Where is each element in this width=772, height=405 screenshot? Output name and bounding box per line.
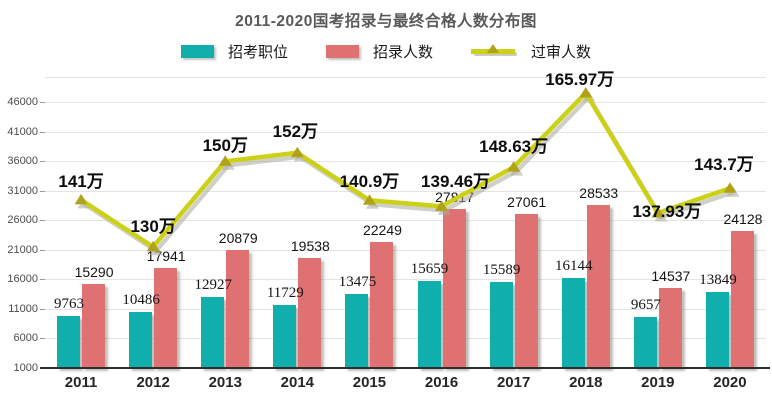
bar-label-positions: 12927 [194, 277, 233, 294]
legend-item-positions: 招考职位 [180, 41, 288, 62]
bar-positions-2013 [201, 297, 225, 368]
bar-positions-2016 [417, 281, 441, 368]
bar-recruits-2015 [370, 242, 394, 368]
bar-label-recruits: 27061 [507, 193, 547, 210]
bar-label-recruits: 20879 [218, 230, 258, 247]
bar-recruits-2017 [514, 213, 538, 368]
x-axis-baseline [40, 367, 770, 369]
bar-positions-2012 [129, 311, 153, 368]
y-tick-label: 36000 [7, 155, 38, 168]
y-axis-tick [40, 131, 45, 133]
chart-title: 2011-2020国考招录与最终合格人数分布图 [235, 13, 537, 30]
legend-swatch-icon [325, 44, 359, 58]
x-tick-label: 2015 [352, 374, 387, 391]
x-tick-label: 2011 [64, 374, 98, 391]
y-axis-tick [40, 190, 45, 192]
bar-label-positions: 16144 [555, 258, 593, 275]
bar-label-recruits: 14537 [651, 267, 691, 284]
bar-label-positions: 9763 [54, 296, 85, 313]
bar-label-positions: 13475 [338, 274, 377, 291]
bar-label-recruits: 28533 [579, 185, 619, 202]
bar-label-recruits: 17941 [146, 247, 186, 264]
plot-top-border [45, 77, 766, 78]
y-axis-tick [40, 220, 45, 222]
y-tick-label: 46000 [7, 96, 38, 108]
line-label-approved: 137.93万 [632, 201, 702, 221]
y-axis-tick [40, 249, 45, 251]
bar-label-positions: 10486 [122, 291, 160, 308]
x-tick-label: 2018 [569, 374, 603, 391]
bar-recruits-2013 [226, 250, 250, 368]
y-tick-label: 6000 [13, 332, 38, 345]
y-tick-label: 11000 [8, 302, 38, 315]
bar-label-positions: 15659 [410, 261, 449, 278]
bar-label-recruits: 19538 [290, 238, 330, 255]
line-label-approved: 143.7万 [694, 155, 754, 175]
bar-positions-2018 [561, 278, 585, 368]
x-tick-label: 2013 [208, 374, 242, 391]
gridline [45, 308, 766, 310]
legend-item-recruits: 招录人数 [325, 41, 433, 62]
line-label-approved: 140.9万 [339, 172, 400, 192]
line-label-approved: 139.46万 [421, 172, 491, 192]
legend-item-approved: 过审人数 [471, 41, 591, 62]
bar-label-positions: 9657 [630, 296, 661, 313]
y-axis-tick [40, 338, 45, 340]
legend-label: 招考职位 [227, 43, 288, 61]
legend-label: 招录人数 [372, 43, 433, 61]
x-tick-label: 2012 [136, 374, 170, 391]
bar-label-positions: 13849 [699, 272, 737, 289]
bar-recruits-2020 [730, 231, 754, 368]
y-tick-label: 41000 [7, 125, 38, 138]
gridline [45, 279, 766, 281]
bar-positions-2011 [57, 316, 81, 368]
bar-positions-2019 [633, 316, 657, 368]
line-label-approved: 165.97万 [545, 69, 615, 89]
y-axis-tick [40, 279, 45, 281]
bar-label-recruits: 15290 [74, 263, 114, 280]
x-tick-label: 2016 [424, 374, 459, 391]
bar-recruits-2018 [586, 205, 610, 368]
gridline [45, 131, 766, 133]
bar-recruits-2011 [82, 283, 106, 368]
bar-recruits-2016 [442, 209, 466, 368]
bar-positions-2014 [273, 304, 297, 368]
y-tick-label: 21000 [7, 243, 38, 256]
y-tick-label: 16000 [7, 273, 38, 286]
bar-positions-2015 [345, 294, 369, 368]
line-label-approved: 130万 [130, 216, 176, 236]
y-axis-tick [40, 308, 45, 310]
gridline [45, 190, 766, 192]
x-tick-label: 2019 [641, 374, 675, 391]
bar-label-recruits: 22249 [362, 222, 402, 239]
line-label-approved: 148.63万 [479, 137, 549, 157]
bar-recruits-2019 [658, 287, 682, 368]
x-tick-label: 2020 [713, 374, 747, 391]
line-label-approved: 150万 [202, 136, 248, 156]
line-label-approved: 141万 [58, 171, 104, 191]
y-axis-tick [40, 102, 45, 103]
bar-label-positions: 15589 [482, 261, 521, 278]
bar-recruits-2014 [298, 258, 322, 368]
x-tick-label: 2014 [280, 374, 315, 391]
legend-line-marker-icon [471, 44, 517, 58]
y-tick-label: 26000 [7, 214, 38, 227]
gridline [45, 102, 766, 103]
line-label-approved: 152万 [272, 121, 319, 141]
gridline [45, 338, 766, 340]
bar-label-recruits: 24128 [723, 211, 763, 228]
legend-label: 过审人数 [531, 43, 592, 61]
y-tick-label: 1000 [13, 362, 38, 374]
x-tick-label: 2017 [496, 374, 531, 391]
legend-swatch-icon [180, 44, 214, 58]
bar-positions-2017 [489, 281, 513, 368]
y-tick-label: 31000 [7, 184, 38, 197]
bar-recruits-2012 [154, 267, 178, 368]
y-axis-tick [40, 161, 45, 163]
bar-positions-2020 [705, 292, 729, 368]
gridline [45, 161, 766, 163]
chart-legend: 招考职位 招录人数 过审人数 [0, 41, 772, 61]
bar-label-positions: 11729 [266, 284, 304, 301]
